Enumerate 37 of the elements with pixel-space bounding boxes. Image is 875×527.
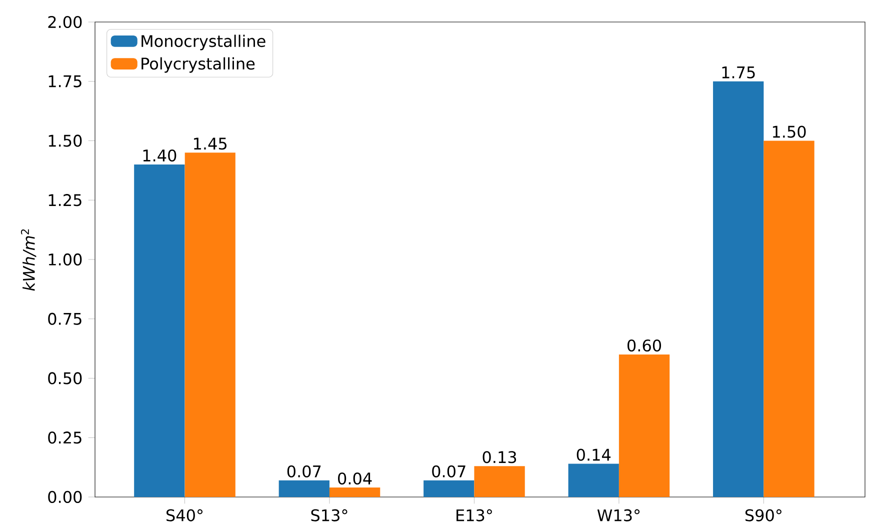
bar (184, 152, 236, 498)
data-label: 0.13 (482, 451, 516, 464)
y-tick-label: 1.75 (48, 76, 82, 88)
data-label: 0.07 (287, 465, 321, 478)
y-tick-label: 0.25 (48, 432, 82, 444)
x-tick-label: S13° (311, 509, 348, 522)
y-tick-label: 1.50 (48, 134, 82, 147)
bar (329, 488, 380, 498)
bar (618, 354, 670, 498)
data-label: 0.60 (628, 340, 662, 352)
x-tick-label: W13° (597, 509, 640, 522)
data-label: 1.75 (722, 66, 755, 79)
y-axis-title: kWh/m$^{2}$ (20, 230, 36, 291)
data-label: 1.50 (772, 126, 806, 138)
data-label: 0.07 (432, 465, 466, 478)
y-tick-label: 2.00 (48, 16, 82, 28)
y-tick-label: 0.75 (48, 312, 82, 326)
bar (764, 140, 814, 498)
y-tick-label: 0.50 (48, 372, 82, 384)
bar (474, 466, 525, 498)
data-label: 1.40 (143, 150, 176, 162)
bar (134, 164, 185, 498)
legend-label: Polycrystalline (142, 57, 255, 73)
data-label: 0.04 (338, 472, 372, 485)
y-tick-label: 1.00 (48, 254, 82, 266)
data-label: 1.45 (194, 138, 226, 150)
bar (278, 480, 330, 498)
x-tick-label: E13° (456, 509, 492, 522)
bar (568, 464, 619, 498)
y-tick-label: 0.00 (48, 491, 82, 504)
bar (424, 480, 474, 498)
bar (713, 82, 764, 498)
x-tick-label: S40° (166, 509, 202, 522)
legend-label: Monocrystalline (142, 34, 266, 50)
y-tick-label: 1.25 (48, 194, 82, 206)
x-tick-label: S90° (745, 509, 782, 522)
data-label: 0.14 (576, 448, 611, 461)
